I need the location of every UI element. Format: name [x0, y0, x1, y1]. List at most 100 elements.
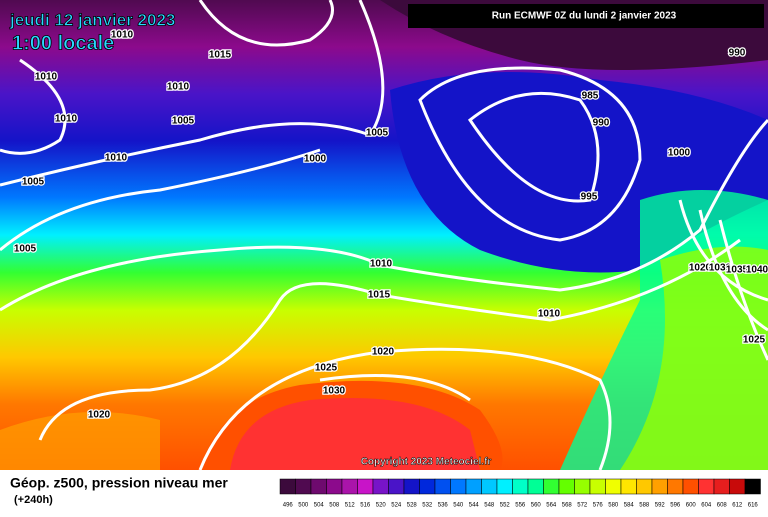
- legend-swatch: [450, 478, 467, 495]
- legend-label: 516: [360, 503, 371, 509]
- legend-label: 572: [577, 503, 588, 509]
- isobar-label: 1000: [304, 154, 327, 165]
- legend-label: 500: [298, 503, 309, 509]
- run-box: [408, 4, 764, 28]
- legend-swatch: [512, 478, 529, 495]
- isobar-label: 1010: [105, 153, 128, 164]
- legend-swatch: [341, 478, 358, 495]
- legend-swatch: [713, 478, 730, 495]
- isobar-label: 1000: [668, 148, 691, 159]
- legend-swatch: [388, 478, 405, 495]
- lead-time: (+240h): [14, 494, 53, 506]
- legend-swatch: [558, 478, 575, 495]
- legend-swatch: [372, 478, 389, 495]
- legend-label: 584: [624, 503, 635, 509]
- legend-label: 540: [453, 503, 464, 509]
- legend-label: 560: [531, 503, 542, 509]
- legend-label: 600: [686, 503, 697, 509]
- legend-label: 536: [438, 503, 449, 509]
- legend-label: 588: [639, 503, 650, 509]
- legend-swatch: [620, 478, 637, 495]
- isobar-label: 1005: [14, 244, 37, 255]
- legend-swatch: [434, 478, 451, 495]
- legend-label: 592: [655, 503, 666, 509]
- isobar-label: 1015: [368, 290, 391, 301]
- isobar-label: 1005: [172, 116, 195, 127]
- legend-label: 604: [701, 503, 712, 509]
- date-title: jeudi 12 janvier 2023: [9, 10, 175, 29]
- time-title: 1:00 locale: [12, 32, 114, 54]
- legend-swatch: [496, 478, 513, 495]
- legend-swatch: [279, 478, 296, 495]
- isobar-label: 1020: [88, 410, 111, 421]
- legend-label: 616: [748, 503, 759, 509]
- legend-swatch: [744, 478, 761, 495]
- legend-label: 544: [469, 503, 480, 509]
- legend-swatch: [682, 478, 699, 495]
- isobar-label: 1010: [111, 30, 134, 41]
- legend-label: 524: [391, 503, 402, 509]
- field: [0, 0, 768, 470]
- legend-label: 496: [283, 503, 294, 509]
- legend-label: 532: [422, 503, 433, 509]
- legend-label: 564: [546, 503, 557, 509]
- legend-label: 596: [670, 503, 681, 509]
- legend-swatch: [481, 478, 498, 495]
- legend-swatch: [465, 478, 482, 495]
- isobar-label: 985: [582, 91, 599, 102]
- legend-swatch: [698, 478, 715, 495]
- legend-label: 528: [407, 503, 418, 509]
- legend-label: 552: [500, 503, 511, 509]
- legend-label: 504: [314, 503, 325, 509]
- isobar-label: 1005: [22, 177, 45, 188]
- legend-swatch: [326, 478, 343, 495]
- run-text: Run ECMWF 0Z du lundi 2 janvier 2023: [492, 11, 677, 22]
- legend-label: 576: [593, 503, 604, 509]
- legend-label: 612: [732, 503, 743, 509]
- isobar-label: 1005: [366, 128, 389, 139]
- isobar-label: 1015: [209, 50, 232, 61]
- legend-swatch: [357, 478, 374, 495]
- isobar-label: 1010: [167, 82, 190, 93]
- isobar-label: 1035: [726, 265, 749, 276]
- legend-label: 520: [376, 503, 387, 509]
- isobar-label: 1020: [689, 263, 712, 274]
- isobar-label: 995: [581, 192, 598, 203]
- legend-swatch: [527, 478, 544, 495]
- isobar-label: 1010: [55, 114, 78, 125]
- legend-swatch: [419, 478, 436, 495]
- isobar-label: 990: [593, 118, 610, 129]
- isobar-label: 990: [729, 48, 746, 59]
- legend-swatch: [605, 478, 622, 495]
- legend-swatch: [403, 478, 420, 495]
- legend-label: 608: [717, 503, 728, 509]
- legend-swatch: [651, 478, 668, 495]
- isobar-label: 1025: [315, 363, 338, 374]
- legend-label: 512: [345, 503, 356, 509]
- copyright: Copyright 2023 Meteociel.fr: [361, 457, 492, 468]
- isobar-label: 1020: [372, 347, 395, 358]
- legend-label: 556: [515, 503, 526, 509]
- legend-swatch: [667, 478, 684, 495]
- legend-swatch: [543, 478, 560, 495]
- isobars: [0, 0, 768, 470]
- footer-title: Géop. z500, pression niveau mer: [10, 475, 228, 491]
- legend-swatch: [574, 478, 591, 495]
- isobar-label: 1025: [743, 335, 766, 346]
- legend-swatch: [589, 478, 606, 495]
- legend-swatch: [636, 478, 653, 495]
- isobar-label: 1040: [746, 265, 768, 276]
- legend-swatch: [295, 478, 312, 495]
- isobar-label: 1010: [370, 259, 393, 270]
- isobar-label: 1030: [323, 386, 346, 397]
- isobar-label: 1010: [538, 309, 561, 320]
- legend-swatch: [310, 478, 327, 495]
- legend-label: 548: [484, 503, 495, 509]
- isobar-label: 1010: [35, 72, 58, 83]
- isobar-label: 1030: [709, 263, 732, 274]
- legend-label: 568: [562, 503, 573, 509]
- legend-swatch: [729, 478, 746, 495]
- legend-label: 508: [329, 503, 340, 509]
- legend-label: 580: [608, 503, 619, 509]
